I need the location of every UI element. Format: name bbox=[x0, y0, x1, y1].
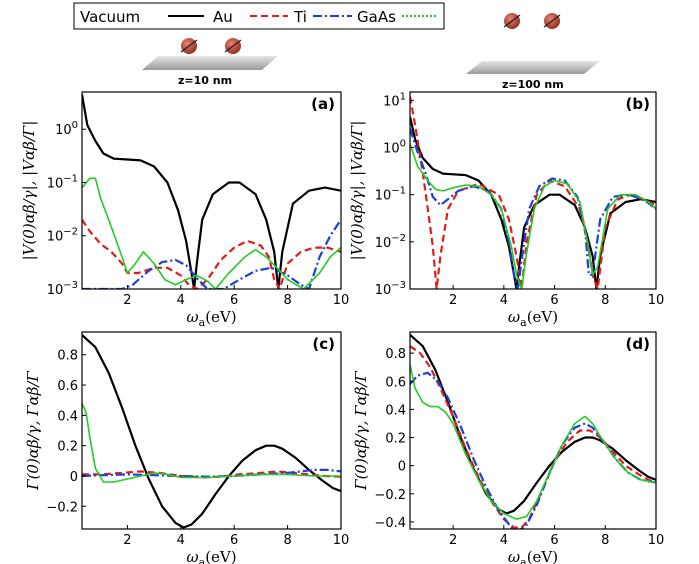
series-line-red bbox=[410, 96, 656, 289]
panel-label: (a) bbox=[311, 95, 335, 113]
x-tick-label: 4 bbox=[177, 533, 185, 548]
schematic-right-label: z=100 nm bbox=[502, 78, 564, 91]
y-tick-label: 0.8 bbox=[57, 349, 78, 364]
atom-left-2 bbox=[224, 38, 242, 54]
y-axis-label: |V(0)αβ/γ|, |Vαβ/Γ| bbox=[20, 121, 38, 261]
schematic-left-label: z=10 nm bbox=[178, 74, 232, 87]
x-tick-label: 8 bbox=[283, 293, 291, 308]
x-axis-label: ωa(eV) bbox=[508, 548, 558, 564]
legend-label-au: Au bbox=[213, 8, 233, 26]
y-tick-label: 101 bbox=[383, 91, 406, 109]
x-tick-label: 4 bbox=[177, 293, 185, 308]
y-tick-label: 0 bbox=[398, 460, 406, 475]
x-tick-label: 6 bbox=[230, 533, 238, 548]
series-line-black bbox=[410, 116, 656, 289]
x-axis-label: ωa(eV) bbox=[186, 548, 236, 564]
axes-frame bbox=[409, 331, 657, 530]
series-line-black bbox=[82, 94, 341, 289]
x-tick-label: 10 bbox=[333, 533, 350, 548]
schematic-left: z=10 nm bbox=[142, 38, 278, 87]
series-line-green bbox=[82, 402, 341, 483]
x-axis-label: ωa(eV) bbox=[186, 308, 236, 329]
x-tick-label: 10 bbox=[648, 293, 665, 308]
series-line-red bbox=[410, 345, 656, 529]
axes-frame bbox=[81, 91, 342, 290]
x-tick-label: 8 bbox=[283, 533, 291, 548]
y-axis-label: |V(0)αβ/γ|, |Vαβ/Γ| bbox=[348, 121, 366, 261]
series-line-red bbox=[82, 219, 341, 289]
y-axis-label: Γ(0)αβ/γ, Γαβ/Γ bbox=[24, 371, 42, 491]
y-tick-label: 0.8 bbox=[385, 347, 406, 362]
y-tick-label: −0.2 bbox=[46, 500, 78, 515]
x-tick-label: 8 bbox=[601, 533, 609, 548]
chart-panel-3: 2 4 6 8 10 −0.4 −0.2 0 0.2 0.4 0.6 0.8 (d) ωa(eV) Γ(0)… bbox=[352, 331, 665, 564]
y-tick-label: 10−3 bbox=[47, 280, 78, 298]
x-tick-label: 2 bbox=[449, 533, 457, 548]
atom-right-2 bbox=[543, 13, 561, 29]
x-tick-label: 10 bbox=[333, 293, 350, 308]
y-tick-label: 0 bbox=[70, 470, 78, 485]
panel-label: (d) bbox=[626, 335, 650, 353]
x-tick-label: 6 bbox=[550, 293, 558, 308]
y-tick-label: 100 bbox=[383, 138, 406, 156]
y-tick-label: 10−2 bbox=[375, 233, 406, 251]
legend-label-gaas: GaAs bbox=[357, 8, 396, 26]
series-line-blue bbox=[410, 128, 656, 289]
x-tick-label: 4 bbox=[500, 533, 508, 548]
x-tick-label: 8 bbox=[601, 293, 609, 308]
y-tick-label: 0.4 bbox=[57, 409, 78, 424]
y-tick-label: 10−2 bbox=[47, 227, 78, 245]
y-tick-label: 0.4 bbox=[385, 403, 406, 418]
x-axis-label: ωa(eV) bbox=[508, 308, 558, 329]
y-tick-label: 0.2 bbox=[57, 440, 78, 455]
series-line-blue bbox=[82, 219, 341, 289]
y-tick-label: 0.6 bbox=[385, 375, 406, 390]
series-line-black bbox=[410, 333, 656, 515]
atom-right-1 bbox=[503, 13, 521, 29]
y-tick-label: 0.6 bbox=[57, 379, 78, 394]
x-tick-label: 2 bbox=[449, 293, 457, 308]
axes-frame bbox=[81, 331, 342, 530]
chart-panel-1: 2 4 6 8 10 10−3 10−2 10−1 100 101 (b) ωa(eV) |V(0)αβ… bbox=[348, 91, 664, 329]
x-tick-label: 6 bbox=[230, 293, 238, 308]
axes-frame bbox=[409, 91, 657, 290]
x-tick-label: 4 bbox=[500, 293, 508, 308]
x-tick-label: 2 bbox=[123, 533, 131, 548]
series-line-green bbox=[410, 143, 656, 289]
legend: Vacuum Au Ti GaAs bbox=[73, 2, 445, 30]
chart-panel-0: 2 4 6 8 10 10−3 10−2 10−1 100 (a) ωa(eV) |V(0)αβ/γ|… bbox=[20, 91, 350, 329]
panel-label: (c) bbox=[312, 335, 335, 353]
y-tick-label: 0.2 bbox=[385, 432, 406, 447]
surface-plate-right bbox=[466, 61, 600, 74]
y-tick-label: 10−1 bbox=[47, 173, 78, 191]
series-line-black bbox=[82, 334, 341, 529]
y-tick-label: −0.2 bbox=[374, 488, 406, 503]
panels: 2 4 6 8 1010−310−210−1100(a)ωa(eV)|V(0)αβ/γ|… bbox=[20, 91, 664, 564]
x-tick-label: 10 bbox=[648, 533, 665, 548]
y-axis-label: Γ(0)αβ/γ, Γαβ/Γ bbox=[352, 371, 370, 491]
x-tick-label: 2 bbox=[123, 293, 131, 308]
series-line-green bbox=[410, 364, 656, 520]
chart-panel-2: 2 4 6 8 10 −0.2 0 0.2 0.4 0.6 0.8 (c) ωa(eV) Γ(0)αβ/γ… bbox=[24, 331, 350, 564]
y-tick-label: 100 bbox=[55, 120, 78, 138]
y-tick-label: 10−3 bbox=[375, 280, 406, 298]
surface-plate-left bbox=[142, 56, 278, 70]
atom-left-1 bbox=[180, 38, 198, 54]
series-line-red bbox=[82, 470, 341, 479]
legend-label-ti: Ti bbox=[293, 8, 307, 26]
y-tick-label: −0.4 bbox=[374, 516, 406, 531]
legend-label-vacuum: Vacuum bbox=[80, 8, 140, 26]
y-tick-label: 10−1 bbox=[375, 186, 406, 204]
legend-box bbox=[73, 2, 445, 30]
panel-label: (b) bbox=[626, 95, 650, 113]
series-line-green bbox=[82, 177, 341, 289]
x-tick-label: 6 bbox=[550, 533, 558, 548]
schematic-right: z=100 nm bbox=[466, 13, 600, 91]
